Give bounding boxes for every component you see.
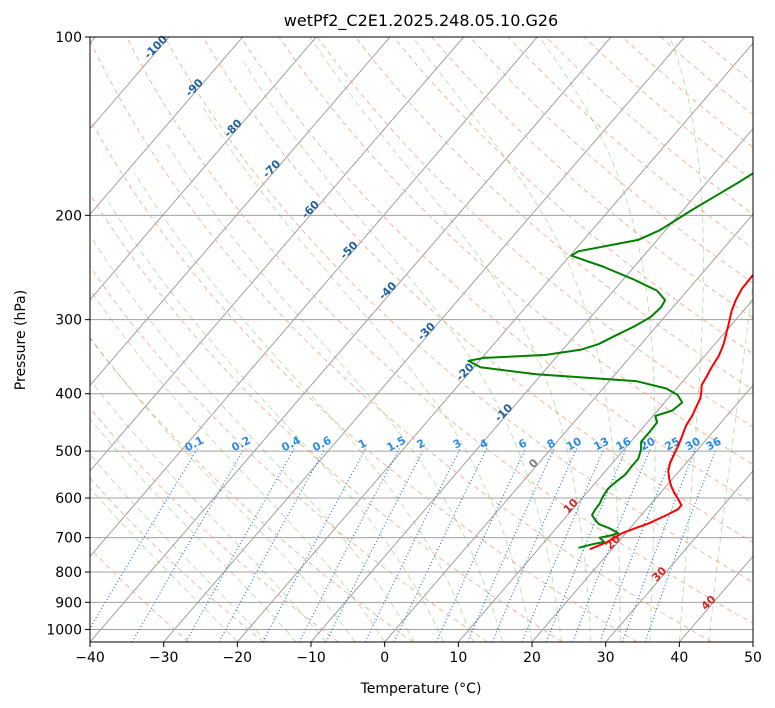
moist-adiabat-line	[708, 279, 753, 642]
y-tick-label: 700	[55, 531, 82, 547]
moist-adiabat-line	[90, 289, 386, 642]
y-axis: 100 200 300 400 500 600 700 800 900 1000	[46, 30, 90, 638]
x-tick-label: 10	[449, 650, 467, 666]
background-lines	[90, 37, 753, 642]
mixing-ratio-line	[325, 448, 425, 642]
dry-adiabat-line	[90, 477, 264, 642]
dry-adiabat-line	[90, 265, 488, 642]
y-tick-label: 600	[55, 491, 82, 507]
y-tick-label: 1000	[46, 622, 82, 638]
mixing-ratio-line	[364, 448, 461, 642]
isotherm-line	[457, 299, 753, 642]
x-axis: −40 −30 −20 −10 0 10 20 30 40 50	[75, 642, 762, 666]
moist-adiabat-line	[90, 379, 327, 642]
dry-adiabat-line	[202, 37, 753, 543]
mixing-ratio-line	[545, 448, 627, 642]
x-tick-label: 0	[380, 650, 389, 666]
dry-adiabat-line	[126, 37, 753, 624]
moist-adiabat-line	[165, 141, 503, 642]
dry-adiabat-line	[90, 337, 414, 642]
mixing-ratio-line	[621, 448, 697, 642]
sounding-profiles	[467, 172, 753, 551]
moist-adiabat-line	[242, 61, 562, 642]
plot-frame	[89, 36, 754, 643]
dry-adiabat-line	[431, 37, 753, 319]
x-tick-label: 40	[670, 650, 688, 666]
moist-adiabat-line	[90, 336, 356, 642]
moist-adiabat-line	[412, 37, 621, 642]
isotherm-line	[236, 42, 753, 642]
moist-adiabat-line	[90, 417, 297, 642]
mixing-ratio-label: 13	[592, 435, 612, 454]
y-tick-label: 500	[55, 444, 82, 460]
dry-adiabat-line	[469, 37, 753, 284]
moist-adiabat-line	[200, 104, 533, 642]
moist-adiabat-line	[108, 201, 445, 642]
isotherm-line	[163, 37, 685, 642]
x-tick-label: −20	[223, 650, 253, 666]
y-tick-label: 200	[55, 208, 82, 224]
x-tick-label: 20	[523, 650, 541, 666]
dry-adiabat-line	[90, 39, 712, 642]
x-tick-label: −40	[75, 650, 105, 666]
mixing-ratio-label: 36	[704, 435, 724, 454]
dry-adiabat-line	[355, 37, 753, 391]
x-axis-label: Temperature (°C)	[360, 681, 482, 697]
mixing-ratio-line	[131, 448, 245, 642]
x-tick-label: 30	[597, 650, 615, 666]
mixing-ratio-line	[393, 448, 488, 642]
moist-adiabat-line	[134, 173, 474, 642]
isotherm-line	[90, 37, 612, 642]
mixing-ratio-label: 10	[564, 435, 584, 454]
dry-adiabat-line	[90, 118, 638, 642]
mixing-ratio-label: 16	[614, 435, 634, 454]
mixing-ratio-line	[644, 448, 717, 642]
mixing-ratio-line	[262, 448, 367, 642]
dry-adiabat-line	[240, 37, 753, 504]
y-tick-label: 300	[55, 313, 82, 329]
moist-adiabat-line	[90, 453, 268, 642]
moist-adiabat-line	[309, 37, 592, 642]
y-tick-label: 100	[55, 30, 82, 46]
isotherm-line	[90, 37, 243, 216]
isotherm-line	[605, 470, 753, 642]
x-tick-label: −30	[149, 650, 179, 666]
mixing-ratio-line	[90, 448, 199, 630]
isotherm-line	[752, 641, 753, 642]
dewpoint-profile-line	[467, 172, 753, 549]
moist-adiabat-line	[90, 234, 415, 642]
y-tick-label: 800	[55, 565, 82, 581]
isotherm-line	[90, 37, 464, 472]
y-axis-label: Pressure (hPa)	[13, 290, 29, 390]
mixing-ratio-line	[572, 448, 651, 642]
isotherm-line	[531, 384, 753, 642]
x-tick-label: 50	[744, 650, 762, 666]
chart-title: wetPf2_C2E1.2025.248.05.10.G26	[284, 11, 558, 31]
plot-background	[90, 37, 753, 642]
isotherm-line	[90, 37, 538, 558]
moist-adiabat-line	[669, 37, 704, 642]
plot-area: -100-90-80-70-60-50-40-30-20-10010203040…	[89, 33, 754, 643]
mixing-ratio-line	[298, 448, 400, 642]
moist-adiabat-line	[90, 487, 238, 642]
dry-adiabat-line	[90, 193, 563, 642]
moist-adiabat-line	[538, 37, 656, 642]
y-tick-label: 900	[55, 595, 82, 611]
isotherm-line	[90, 37, 317, 301]
x-tick-label: −10	[296, 650, 326, 666]
mixing-ratio-label: 30	[683, 435, 703, 454]
dry-adiabat-line	[90, 407, 339, 642]
mixing-ratio-line	[599, 448, 676, 642]
isotherm-line	[90, 37, 391, 387]
isotherm-line	[384, 213, 753, 642]
y-tick-label: 400	[55, 387, 82, 403]
temperature-profile-line	[589, 273, 753, 551]
